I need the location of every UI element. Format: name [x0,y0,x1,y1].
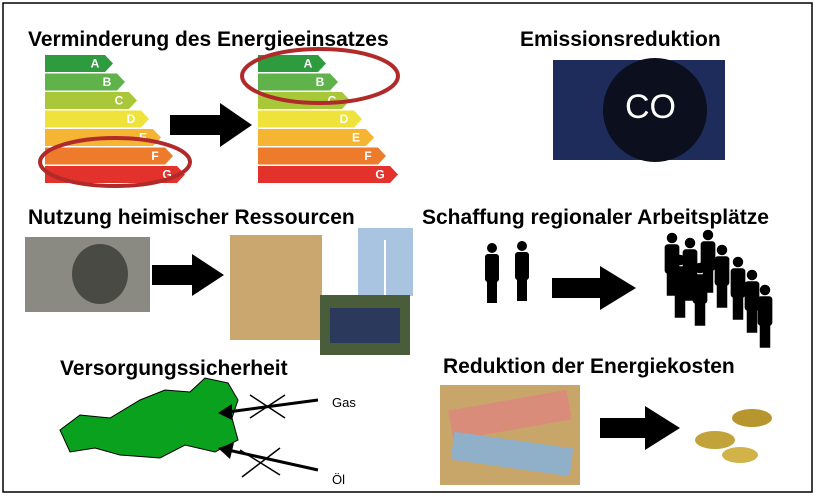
person-head [684,237,696,249]
energy-bar [258,110,362,128]
person-legs [487,281,497,303]
person-body [730,268,746,298]
person-body [485,254,499,282]
person-body [714,256,730,286]
person-body [692,274,708,304]
person-head [487,243,497,253]
austria-map [59,377,239,459]
co2-balloon [603,58,707,162]
energy-class: G [162,168,171,182]
energy-class: G [375,168,384,182]
person-body [700,241,716,271]
supply-line [227,398,319,414]
person-legs [517,279,527,301]
person-head [694,262,706,274]
banknote [448,389,572,441]
person-head [674,254,686,266]
coin [732,409,772,427]
cross [239,447,281,478]
energy-class: B [103,75,112,89]
heading: Reduktion der Energiekosten [443,355,735,378]
person-body [744,281,760,311]
person-legs [666,272,678,296]
person-head [759,284,771,296]
pellets-photo [230,235,322,340]
person-legs [746,309,758,333]
map-label: Gas [332,395,356,410]
highlight-ellipse [240,47,400,105]
energy-bar [258,166,398,183]
coin [722,447,758,463]
energy-bar [45,92,137,109]
energy-class: D [340,112,349,126]
heading: Versorgungssicherheit [60,357,288,380]
highlight-ellipse [38,136,192,188]
cross [249,394,286,419]
energy-bar [45,110,149,128]
energy-class: C [115,94,124,108]
energy-bar [45,55,113,72]
heading: Schaffung regionaler Arbeitsplätze [422,206,769,229]
banknote [450,431,574,477]
person-head [716,244,728,256]
arrow [152,254,224,296]
co2-photo-text: CO [625,88,676,126]
energy-class: A [91,57,100,71]
person-legs [759,324,771,348]
energy-class: E [352,131,360,145]
person-legs [702,269,714,293]
arrow [600,406,680,450]
energy-bar [45,73,125,91]
energy-bar [45,166,185,183]
person-body [672,266,688,296]
person-legs [716,284,728,308]
person-head [702,229,714,241]
energy-class: B [316,75,325,89]
person-body [757,296,773,326]
energy-class: D [127,112,136,126]
silhouettes [485,229,773,348]
person-legs [694,302,706,326]
solar-panel [330,308,400,343]
person-head [746,269,758,281]
person-head [517,241,527,251]
energy-class: A [304,57,313,71]
energy-bar [258,129,374,146]
person-body [515,252,529,280]
map-label: Öl [332,472,345,487]
energy-class: F [151,149,158,163]
heading: Nutzung heimischer Ressourcen [28,206,355,229]
coin [695,431,735,449]
person-legs [674,294,686,318]
arrow [170,103,252,147]
person-head [666,232,678,244]
person-legs [732,296,744,320]
energy-bar [258,55,326,72]
barrel [72,244,128,304]
energy-class: F [364,149,371,163]
energy-bar [258,147,386,165]
supply-line [227,448,319,472]
person-head [732,256,744,268]
arrow-head [218,443,234,459]
heading: Emissionsreduktion [520,28,721,51]
arrow-head [218,404,232,420]
person-legs [684,277,696,301]
energy-class: C [328,94,337,108]
arrow [552,266,636,310]
heading: Verminderung des Energieeinsatzes [28,28,389,51]
energy-bar [258,73,338,91]
energy-bar [45,147,173,165]
